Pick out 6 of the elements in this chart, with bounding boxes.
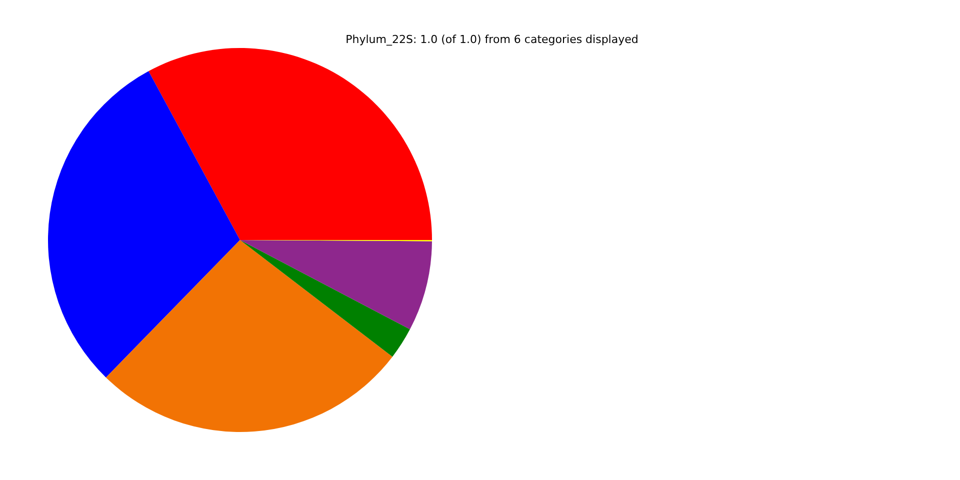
- pie-slice: [240, 240, 410, 357]
- pie-slice: [48, 71, 240, 378]
- pie-slice: [106, 240, 392, 432]
- text: Phylum_22S: 1.0 (of 1.0) from 6 categories displayed: [346, 33, 638, 46]
- pie-slice: [240, 240, 432, 330]
- pie-slice: [148, 48, 432, 240]
